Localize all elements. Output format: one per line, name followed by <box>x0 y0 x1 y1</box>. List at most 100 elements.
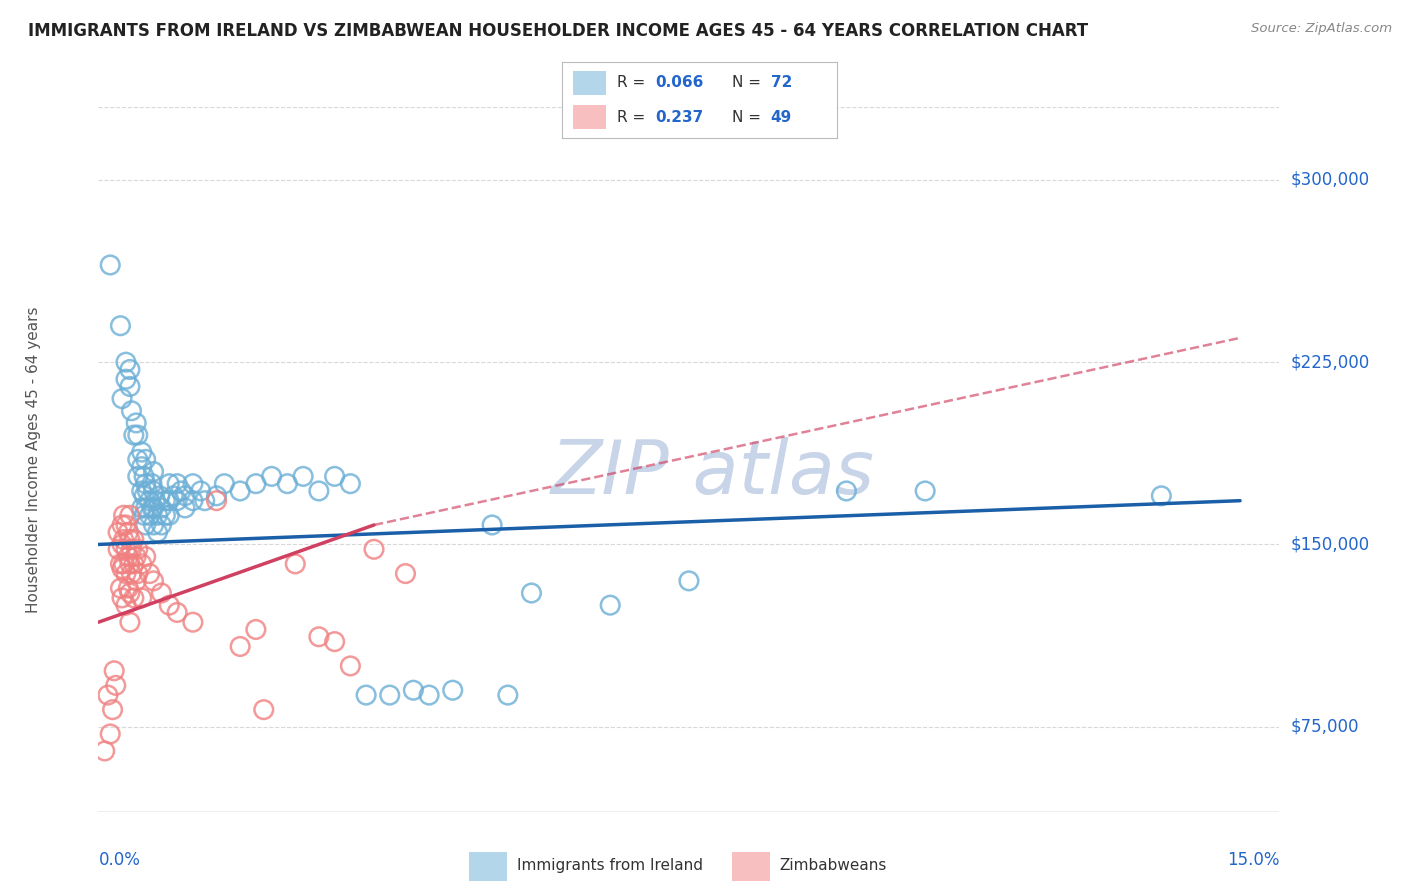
Point <box>194 493 217 508</box>
Point <box>135 452 157 467</box>
Point <box>150 518 173 533</box>
Point <box>190 483 212 498</box>
Point <box>166 476 188 491</box>
Point <box>599 598 621 612</box>
Point <box>110 318 132 333</box>
Point <box>292 469 315 483</box>
Point <box>131 445 153 459</box>
Point <box>111 537 134 551</box>
Point <box>135 500 157 515</box>
Point <box>118 533 141 547</box>
Point <box>104 678 127 692</box>
Point <box>276 476 298 491</box>
Point <box>132 469 155 483</box>
Point <box>122 557 145 571</box>
Point <box>101 703 124 717</box>
Point <box>143 493 166 508</box>
Text: $225,000: $225,000 <box>1291 353 1369 371</box>
Point <box>181 476 204 491</box>
Point <box>131 557 153 571</box>
Point <box>835 483 858 498</box>
Point <box>1150 489 1173 503</box>
Point <box>157 598 180 612</box>
Point <box>121 404 143 418</box>
Point <box>181 615 204 630</box>
Point <box>141 500 163 515</box>
Point <box>112 557 135 571</box>
Point <box>115 518 138 533</box>
Point <box>245 476 267 491</box>
Point <box>378 688 401 702</box>
Text: N =: N = <box>733 76 762 90</box>
Point <box>214 476 236 491</box>
Point <box>308 483 330 498</box>
Point <box>149 489 172 503</box>
Point <box>132 489 155 503</box>
Text: Householder Income Ages 45 - 64 years: Householder Income Ages 45 - 64 years <box>25 306 41 613</box>
Point <box>142 500 165 515</box>
Point <box>115 598 138 612</box>
Point <box>131 459 153 474</box>
Point <box>115 372 138 386</box>
Point <box>117 525 139 540</box>
Point <box>115 566 138 581</box>
Point <box>138 493 160 508</box>
Point <box>142 465 165 479</box>
Point <box>111 591 134 605</box>
Point <box>394 566 416 581</box>
Point <box>122 428 145 442</box>
Point <box>323 469 346 483</box>
Point <box>110 581 132 595</box>
Bar <box>574 105 606 129</box>
Point <box>157 476 180 491</box>
Point <box>131 500 153 515</box>
Point <box>339 476 361 491</box>
Point <box>125 416 148 430</box>
Text: 49: 49 <box>770 110 792 125</box>
Point <box>103 664 125 678</box>
Text: 72: 72 <box>770 76 792 90</box>
Point <box>125 549 148 564</box>
Point <box>115 355 138 369</box>
Point <box>135 476 157 491</box>
Point <box>97 688 120 702</box>
Point <box>205 493 228 508</box>
Point <box>914 483 936 498</box>
Point <box>146 508 169 523</box>
Point <box>155 493 177 508</box>
Point <box>127 542 149 557</box>
Point <box>418 688 440 702</box>
Point <box>117 581 139 595</box>
Point <box>107 542 129 557</box>
Bar <box>468 852 508 881</box>
Text: 0.237: 0.237 <box>655 110 704 125</box>
Point <box>112 508 135 523</box>
Point <box>121 542 143 557</box>
Text: R =: R = <box>617 110 645 125</box>
Point <box>138 566 160 581</box>
Point <box>110 557 132 571</box>
Point <box>229 640 252 654</box>
Point <box>253 703 276 717</box>
Point <box>308 630 330 644</box>
Point <box>245 623 267 637</box>
Text: 0.066: 0.066 <box>655 76 704 90</box>
Point <box>155 508 177 523</box>
Point <box>181 493 204 508</box>
Point <box>127 452 149 467</box>
Point <box>157 508 180 523</box>
Point <box>339 659 361 673</box>
Point <box>111 562 134 576</box>
Point <box>402 683 425 698</box>
Point <box>118 557 141 571</box>
Point <box>107 525 129 540</box>
Point <box>127 428 149 442</box>
Text: Source: ZipAtlas.com: Source: ZipAtlas.com <box>1251 22 1392 36</box>
Point <box>115 542 138 557</box>
Point <box>98 258 121 272</box>
Point <box>136 483 159 498</box>
Point <box>166 606 188 620</box>
Text: IMMIGRANTS FROM IRELAND VS ZIMBABWEAN HOUSEHOLDER INCOME AGES 45 - 64 YEARS CORR: IMMIGRANTS FROM IRELAND VS ZIMBABWEAN HO… <box>28 22 1088 40</box>
Point <box>135 549 157 564</box>
Bar <box>731 852 770 881</box>
